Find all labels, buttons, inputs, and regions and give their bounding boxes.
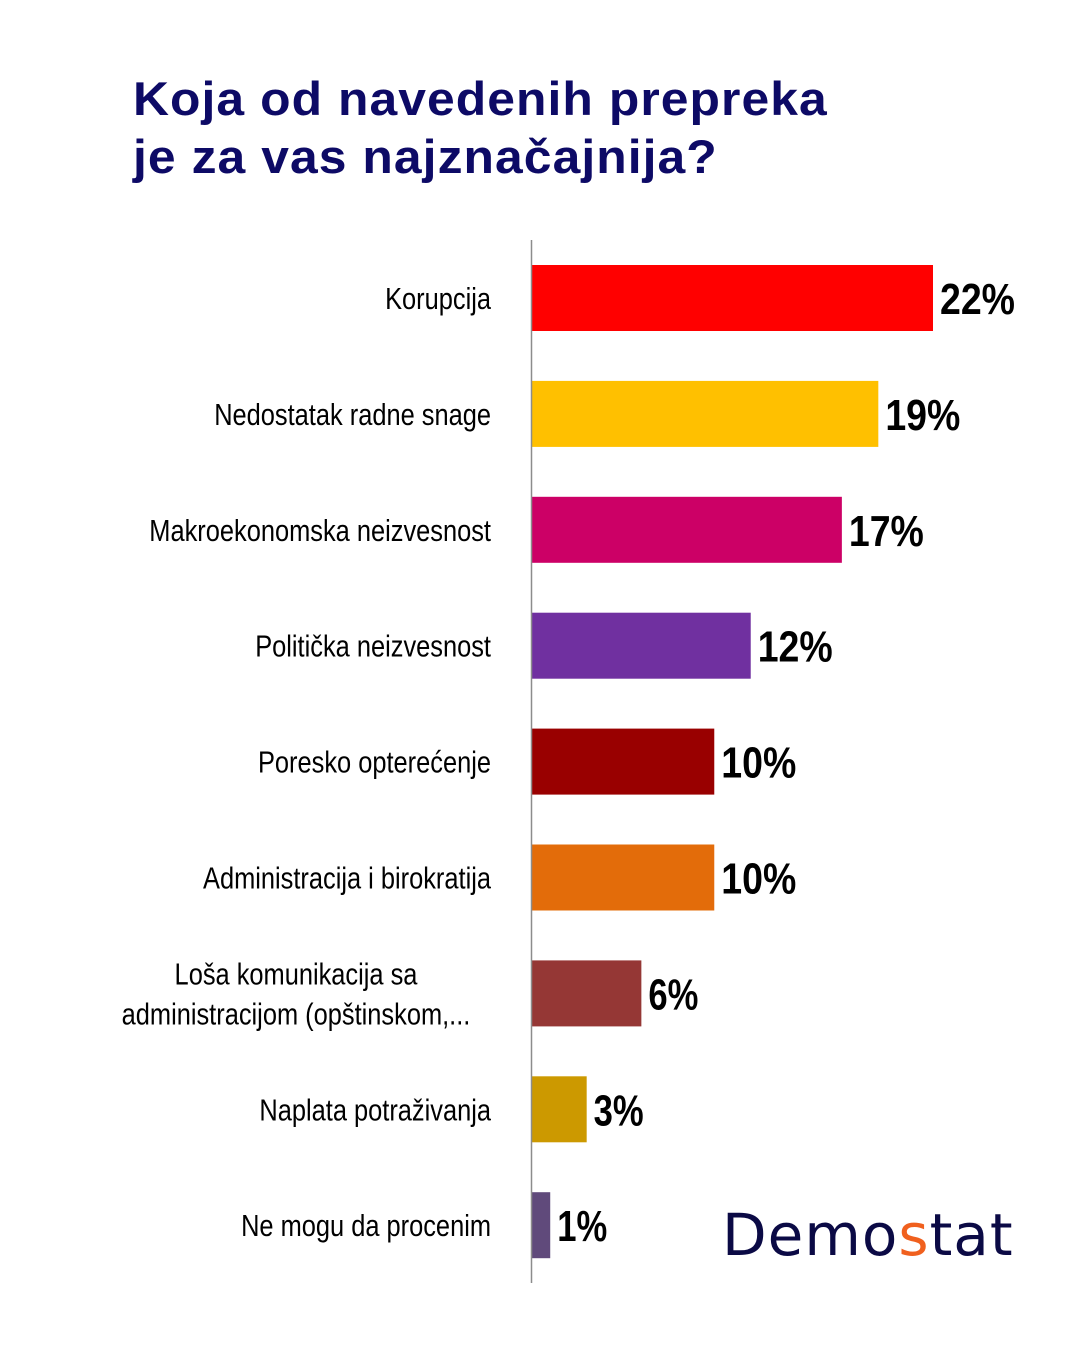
data-label: 10% [721,739,796,788]
bar-group: 1% Ne mogu da procenim [241,1192,607,1259]
data-label: 22% [940,275,1015,324]
bar-group: 10% Poresko opterećenje [258,728,796,795]
category-label: administracijom (opštinskom,... [122,997,471,1032]
bar [532,265,933,331]
category-label: Nedostatak radne snage [214,398,491,433]
chart-title: Koja od navedenih prepreka je za vas naj… [133,70,1080,186]
bar [532,612,751,679]
bars-layer: 22% Korupcija 19% Nedostatak radne snage 17%… [122,265,1015,1259]
bar [532,728,715,795]
chart-title-line-1: Koja od navedenih prepreka [133,72,828,125]
category-label: Loša komunikacija sa [175,957,418,992]
category-label: Poresko opterećenje [258,745,491,780]
category-label: Administracija i birokratija [203,861,491,896]
chart-title-line-2: je za vas najznačajnija? [133,130,718,183]
bar-group: 17% Makroekonomska neizvesnost [149,496,924,563]
bar [532,844,715,911]
data-label: 6% [648,970,698,1019]
category-label: Korupcija [385,282,491,317]
demostat-logo: Demostat [722,1203,1014,1267]
bar-group: 6% Loša komunikacija sa administracijom (o… [122,957,699,1032]
data-label: 17% [849,507,924,556]
bar [532,1192,551,1259]
bar-group: 22% Korupcija [385,265,1015,331]
data-label: 12% [758,623,833,672]
data-label: 10% [721,855,796,904]
data-label: 1% [557,1202,607,1251]
category-label: Politička neizvesnost [255,629,491,664]
category-label: Ne mogu da procenim [241,1209,491,1244]
category-label: Makroekonomska neizvesnost [149,513,491,548]
bar [532,380,879,447]
category-label: Naplata potraživanja [259,1093,491,1128]
bar-group: 19% Nedostatak radne snage [214,380,960,447]
bar [532,960,642,1027]
bar [532,496,842,563]
logo-text-accent: s [898,1201,930,1269]
bar-group: 10% Administracija i birokratija [203,844,796,911]
bar-group: 3% Naplata potraživanja [259,1076,644,1143]
logo-text-part-1: Demo [722,1201,899,1269]
bar [532,1076,587,1143]
data-label: 19% [885,391,960,440]
logo-text-part-2: tat [929,1201,1014,1269]
bar-group: 12% Politička neizvesnost [255,612,833,679]
data-label: 3% [594,1086,644,1135]
